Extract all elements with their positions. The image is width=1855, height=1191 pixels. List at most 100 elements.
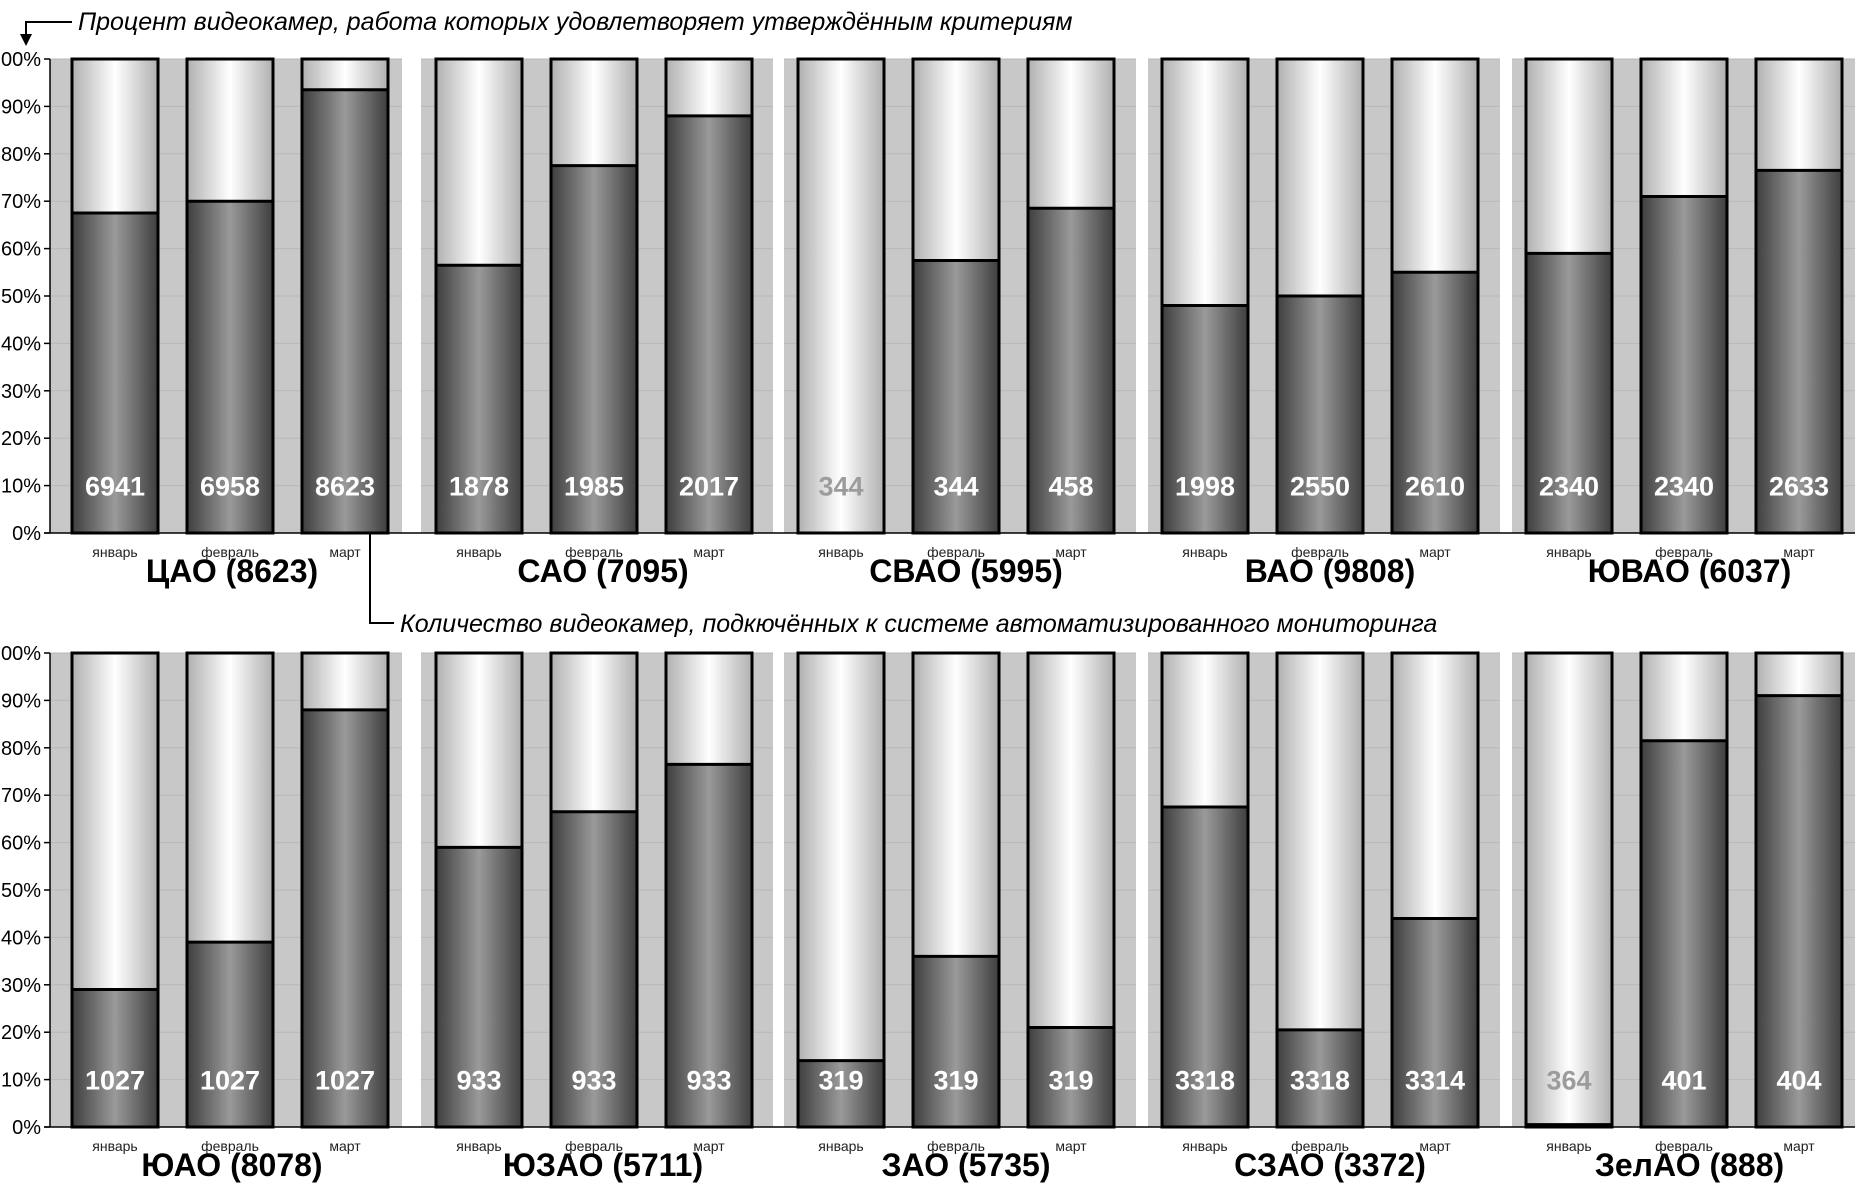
month-label: февраль	[1655, 1138, 1713, 1154]
y-axis: 0% 10% 20% 30% 40% 50% 60% 70% 80% 90% 100%	[0, 49, 1855, 545]
camera-count-label: 1027	[200, 1066, 260, 1096]
month-label: март	[1783, 1138, 1815, 1154]
bar-remainder	[913, 59, 999, 261]
camera-count-label: 344	[818, 472, 863, 502]
camera-count-label: 2550	[1290, 472, 1350, 502]
bar-percent	[1392, 918, 1478, 1127]
middle-annotation: Количество видеокамер, подкючённых к сис…	[363, 504, 1437, 638]
month-label: январь	[1546, 544, 1591, 560]
bar-percent	[551, 811, 637, 1127]
bar-percent	[913, 956, 999, 1127]
month-label: январь	[1182, 1138, 1227, 1154]
camera-count-label: 319	[1048, 1066, 1093, 1096]
y-tick-label: 10%	[1, 476, 41, 498]
camera-count-label: 933	[456, 1066, 501, 1096]
month-label: март	[1783, 544, 1815, 560]
bar-remainder	[1526, 59, 1612, 254]
camera-count-label: 1027	[315, 1066, 375, 1096]
month-label: март	[1055, 1138, 1087, 1154]
district-title: САО (7095)	[517, 553, 688, 589]
y-tick-label: 90%	[1, 96, 41, 118]
camera-count-label: 344	[933, 472, 978, 502]
bar-percent	[436, 265, 522, 533]
bar-remainder	[187, 653, 273, 943]
bar-remainder	[913, 653, 999, 957]
y-tick-label: 0%	[12, 523, 41, 545]
y-tick-label: 100%	[0, 49, 41, 71]
month-label: январь	[818, 544, 863, 560]
month-label: январь	[1546, 1138, 1591, 1154]
bar-remainder	[436, 653, 522, 848]
district-title: СЗАО (3372)	[1234, 1147, 1426, 1183]
bar-remainder	[1028, 653, 1114, 1028]
y-tick-label: 50%	[1, 880, 41, 902]
bar-remainder	[798, 653, 884, 1061]
camera-count-label: 2017	[679, 472, 739, 502]
bar-remainder	[1526, 653, 1612, 1125]
month-label: февраль	[201, 544, 259, 560]
bar-percent	[302, 89, 388, 533]
bar-remainder	[72, 653, 158, 990]
bar-remainder	[1028, 59, 1114, 209]
month-label: февраль	[1291, 1138, 1349, 1154]
bar-remainder	[1277, 59, 1363, 296]
bar-remainder	[302, 59, 388, 90]
y-tick-label: 90%	[1, 690, 41, 712]
month-label: март	[693, 1138, 725, 1154]
district-panel: 1878 январь 1985 февраль 2017 март САО (7095)	[421, 57, 773, 589]
bar-percent	[1277, 296, 1363, 533]
bar-percent	[1526, 253, 1612, 533]
bar-percent	[1162, 305, 1248, 533]
month-label: март	[1419, 1138, 1451, 1154]
camera-count-label: 933	[686, 1066, 731, 1096]
bar-percent	[798, 1060, 884, 1127]
y-axis: 0% 10% 20% 30% 40% 50% 60% 70% 80% 90% 100%	[0, 643, 1855, 1139]
y-tick-label: 70%	[1, 191, 41, 213]
camera-count-label: 3318	[1175, 1066, 1235, 1096]
bar-percent	[913, 260, 999, 533]
camera-count-label: 3314	[1405, 1066, 1465, 1096]
y-tick-label: 20%	[1, 1022, 41, 1044]
y-tick-label: 60%	[1, 833, 41, 855]
camera-count-label: 319	[933, 1066, 978, 1096]
month-label: март	[693, 544, 725, 560]
month-label: январь	[456, 1138, 501, 1154]
y-tick-label: 50%	[1, 286, 41, 308]
camera-count-label: 6941	[85, 472, 145, 502]
bar-percent	[72, 989, 158, 1127]
camera-count-label: 1998	[1175, 472, 1235, 502]
month-label: январь	[92, 1138, 137, 1154]
bar-percent	[666, 115, 752, 533]
camera-count-label: 2340	[1539, 472, 1599, 502]
top-annotation-arrowhead	[20, 34, 32, 46]
bar-percent	[1641, 196, 1727, 533]
month-label: февраль	[1291, 544, 1349, 560]
y-tick-label: 0%	[12, 1117, 41, 1139]
bar-remainder	[1756, 59, 1842, 171]
bar-remainder	[666, 59, 752, 116]
month-label: февраль	[927, 544, 985, 560]
month-label: март	[329, 1138, 361, 1154]
camera-count-label: 1878	[449, 472, 509, 502]
bar-percent	[666, 764, 752, 1127]
bar-percent	[72, 213, 158, 534]
y-tick-label: 40%	[1, 927, 41, 949]
month-label: февраль	[927, 1138, 985, 1154]
district-title: ЗАО (5735)	[881, 1147, 1050, 1183]
bar-percent	[302, 709, 388, 1127]
y-tick-label: 30%	[1, 975, 41, 997]
bar-remainder	[1641, 653, 1727, 741]
top-annotation-arrow	[25, 21, 72, 36]
y-tick-label: 30%	[1, 381, 41, 403]
camera-count-label: 2633	[1769, 472, 1829, 502]
district-title: ЦАО (8623)	[146, 553, 318, 589]
camera-count-label: 6958	[200, 472, 260, 502]
top-annotation-text: Процент видеокамер, работа которых удовл…	[78, 8, 1073, 36]
bar-percent	[1028, 1027, 1114, 1127]
bar-percent	[1756, 695, 1842, 1127]
bar-remainder	[551, 59, 637, 166]
bar-percent	[1277, 1029, 1363, 1127]
